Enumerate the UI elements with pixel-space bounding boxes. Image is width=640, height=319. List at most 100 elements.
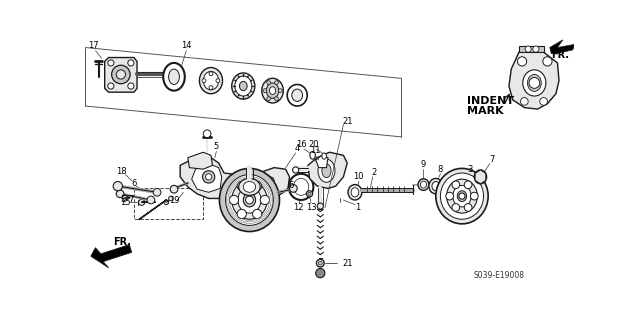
Circle shape: [266, 177, 274, 185]
Text: FR.: FR.: [552, 50, 570, 60]
Circle shape: [253, 182, 262, 190]
Circle shape: [446, 192, 454, 200]
Ellipse shape: [239, 178, 260, 195]
Polygon shape: [316, 155, 328, 168]
Ellipse shape: [452, 185, 471, 207]
Circle shape: [253, 209, 262, 219]
Ellipse shape: [440, 173, 484, 219]
Polygon shape: [475, 170, 486, 184]
Circle shape: [459, 193, 465, 199]
Ellipse shape: [239, 81, 247, 91]
Circle shape: [139, 199, 145, 205]
Text: S039-E19008: S039-E19008: [474, 271, 524, 280]
Ellipse shape: [322, 164, 331, 178]
Text: 11: 11: [310, 146, 320, 155]
Text: 7: 7: [490, 155, 495, 164]
Ellipse shape: [348, 185, 362, 200]
Ellipse shape: [310, 152, 316, 159]
Text: INDENT: INDENT: [467, 96, 514, 107]
Circle shape: [318, 261, 322, 265]
Text: 6: 6: [289, 181, 294, 190]
Circle shape: [216, 79, 220, 83]
Text: 18: 18: [116, 167, 127, 176]
Circle shape: [153, 189, 161, 196]
Circle shape: [230, 195, 239, 204]
Circle shape: [308, 192, 311, 195]
Text: 16: 16: [296, 140, 307, 149]
Circle shape: [517, 57, 527, 66]
Circle shape: [543, 57, 552, 66]
Ellipse shape: [262, 78, 284, 103]
Circle shape: [237, 182, 246, 190]
Circle shape: [147, 196, 155, 204]
Text: 5: 5: [214, 142, 219, 151]
Circle shape: [289, 185, 297, 192]
Ellipse shape: [351, 188, 359, 197]
Ellipse shape: [318, 159, 335, 182]
Circle shape: [168, 196, 173, 201]
Circle shape: [204, 130, 211, 137]
Ellipse shape: [200, 68, 223, 94]
Polygon shape: [509, 52, 559, 109]
Ellipse shape: [238, 187, 261, 213]
Text: 1: 1: [355, 203, 360, 212]
Circle shape: [540, 98, 547, 105]
Ellipse shape: [232, 73, 255, 99]
Polygon shape: [91, 245, 132, 268]
Circle shape: [246, 196, 253, 204]
Ellipse shape: [204, 71, 219, 90]
Text: 4: 4: [294, 144, 300, 153]
Polygon shape: [188, 152, 212, 169]
Circle shape: [267, 97, 271, 100]
Ellipse shape: [523, 70, 546, 96]
Ellipse shape: [289, 174, 314, 200]
Circle shape: [243, 184, 252, 193]
Circle shape: [111, 65, 130, 84]
Circle shape: [316, 259, 324, 267]
Circle shape: [116, 70, 125, 79]
Circle shape: [278, 89, 282, 93]
Circle shape: [170, 185, 178, 193]
Bar: [300, 91, 306, 97]
Ellipse shape: [317, 203, 323, 209]
Ellipse shape: [235, 76, 252, 96]
Text: 15: 15: [120, 198, 131, 207]
Text: 14: 14: [181, 41, 191, 50]
Circle shape: [452, 204, 460, 211]
Ellipse shape: [527, 74, 541, 92]
Polygon shape: [192, 164, 221, 192]
Circle shape: [529, 78, 540, 88]
Circle shape: [452, 181, 460, 189]
Circle shape: [525, 46, 531, 52]
Circle shape: [275, 97, 278, 100]
Polygon shape: [550, 40, 575, 54]
Ellipse shape: [269, 87, 276, 94]
Text: 17: 17: [88, 41, 99, 50]
Circle shape: [267, 81, 271, 85]
Ellipse shape: [292, 89, 303, 101]
Circle shape: [164, 200, 168, 204]
Circle shape: [209, 85, 213, 90]
Circle shape: [209, 72, 213, 76]
Circle shape: [520, 98, 528, 105]
Circle shape: [292, 167, 299, 173]
Ellipse shape: [322, 153, 326, 159]
Ellipse shape: [458, 191, 467, 202]
Text: MARK: MARK: [467, 106, 503, 116]
Ellipse shape: [287, 85, 307, 106]
Circle shape: [263, 89, 267, 93]
Text: 6: 6: [131, 179, 137, 188]
Polygon shape: [308, 152, 348, 189]
Ellipse shape: [293, 178, 308, 195]
Ellipse shape: [474, 170, 486, 184]
Circle shape: [108, 60, 114, 66]
Polygon shape: [519, 46, 543, 52]
Ellipse shape: [243, 182, 255, 192]
Text: 2: 2: [372, 168, 377, 177]
Text: 19: 19: [169, 196, 179, 205]
Ellipse shape: [243, 193, 255, 207]
Circle shape: [128, 60, 134, 66]
Ellipse shape: [225, 174, 273, 226]
Text: E-7: E-7: [120, 196, 135, 204]
Text: 21: 21: [342, 117, 353, 126]
